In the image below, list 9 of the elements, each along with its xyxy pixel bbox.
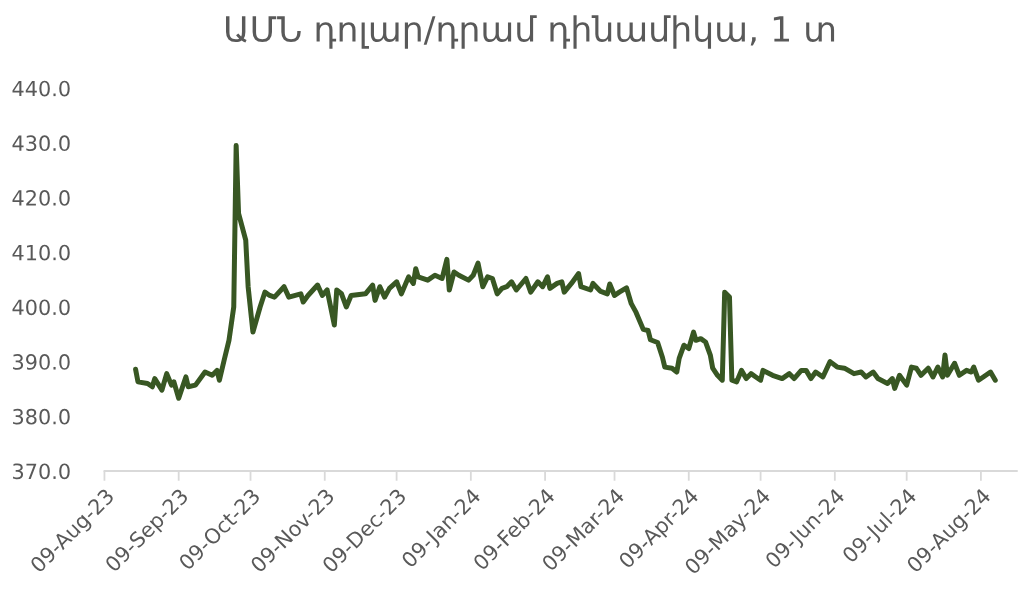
- y-tick-label: 390.0: [13, 354, 70, 370]
- y-tick-label: 410.0: [12, 244, 70, 261]
- y-tick-label: 380.0: [13, 408, 70, 425]
- chart-title: ԱՄՆ դոլար/դրամ դինամիկա, 1 տ: [226, 15, 835, 49]
- y-tick-label: 440.0: [12, 80, 70, 97]
- y-tick-label: 430.0: [12, 135, 70, 152]
- y-tick-label: 400.0: [12, 299, 70, 316]
- y-tick-label: 370.0: [13, 463, 70, 480]
- y-tick-label: 420.0: [12, 190, 70, 206]
